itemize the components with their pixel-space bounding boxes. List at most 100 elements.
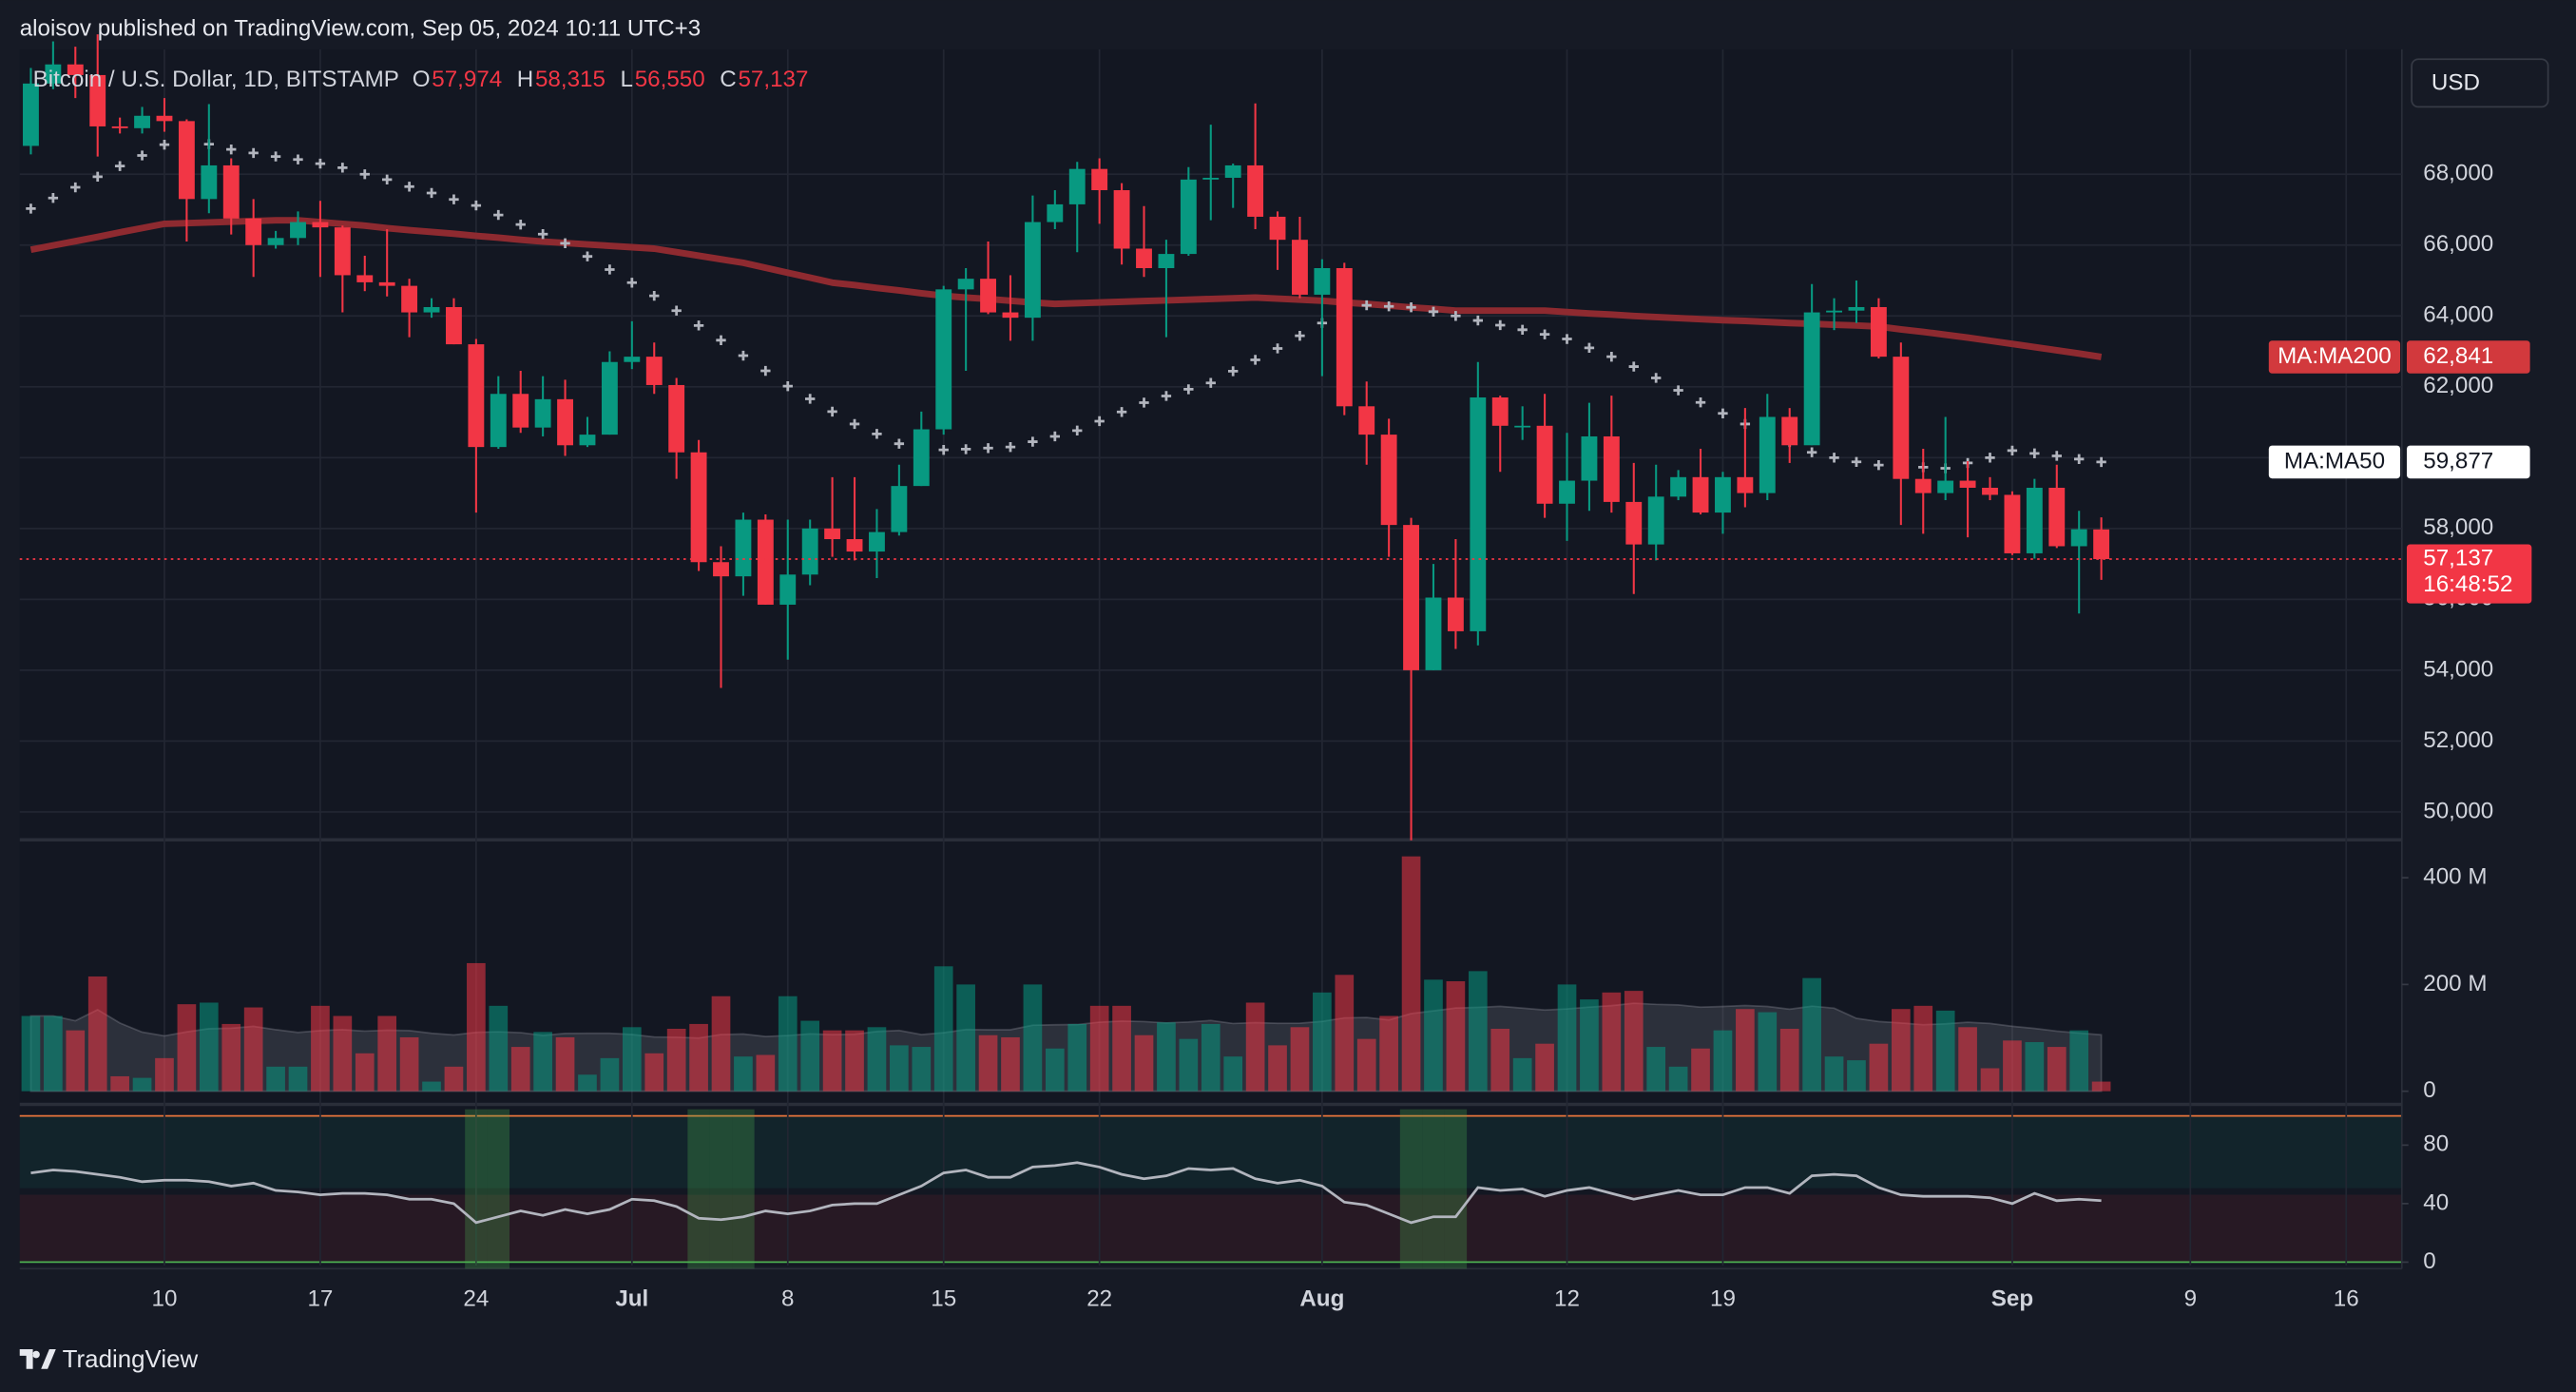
candle-body (1536, 425, 1553, 504)
candle-body (957, 279, 974, 290)
x-tick-label: 22 (1086, 1286, 1112, 1312)
ohlc-key: H (517, 67, 533, 92)
ohlc-value: 56,550 (635, 67, 705, 92)
volume-bar (689, 1023, 708, 1092)
volume-bar (1045, 1048, 1065, 1092)
rsi-upper-band (19, 1115, 2402, 1189)
volume-bar (1958, 1027, 1977, 1092)
candle-body (869, 532, 885, 552)
ma-cross (114, 161, 125, 171)
x-tick-label: 17 (307, 1286, 333, 1312)
ma-cross (1005, 441, 1016, 453)
volume-bar (1134, 1034, 1154, 1092)
ma-cross (582, 251, 593, 261)
ma-cross (1517, 324, 1528, 336)
volume-bar (87, 976, 107, 1092)
candle-body (490, 394, 507, 448)
last-price-tag (2406, 544, 2532, 604)
ma-cross (1451, 311, 1461, 321)
ma-cross (1161, 391, 1172, 401)
ma-cross (1695, 397, 1706, 408)
footer-logo (19, 1349, 56, 1369)
volume-bar (1980, 1068, 2000, 1092)
volume-bar (1646, 1047, 1666, 1092)
ma-cross (1472, 315, 1484, 326)
candle-body (468, 344, 485, 448)
volume-bar (155, 1057, 174, 1092)
volume-bar (890, 1045, 909, 1092)
candle-body (1403, 525, 1419, 670)
candle-body (1759, 416, 1776, 493)
candle-body (579, 435, 596, 446)
rsi-highlight (1444, 1109, 1468, 1269)
volume-bar (1624, 991, 1644, 1092)
volume-bar (44, 1015, 63, 1092)
rsi-highlight (487, 1109, 510, 1269)
ma-cross (382, 174, 393, 185)
candle-body (1982, 487, 1998, 495)
volume-bar (711, 996, 731, 1092)
volume-bar (1379, 1015, 1398, 1092)
candle-body (1336, 267, 1353, 407)
ma-cross (359, 169, 370, 180)
ma-cross (315, 158, 326, 169)
candle-body (23, 83, 39, 146)
currency-button[interactable] (2411, 58, 2549, 108)
candle-body (757, 519, 774, 605)
candle-body (624, 357, 641, 362)
ma-cross (270, 151, 281, 162)
candle-body (645, 357, 663, 385)
marks (19, 34, 2402, 1269)
volume-bar (734, 1056, 753, 1092)
candle-body (2026, 487, 2043, 553)
candle-body (557, 398, 573, 446)
volume-bar (1869, 1043, 1889, 1092)
candle-body (2048, 487, 2066, 547)
candle-body (423, 306, 440, 313)
ma-cross (226, 144, 237, 155)
volume-bar (1935, 1010, 1955, 1092)
ma-cross (1361, 300, 1372, 311)
candle-body (1514, 425, 1531, 428)
volume-bar (1245, 1002, 1265, 1092)
ma-cross (1985, 453, 1995, 463)
logo-icon (19, 1349, 56, 1369)
volume-bar (21, 1015, 41, 1092)
y-tick-label: 58,000 (2423, 514, 2493, 540)
candle-body (1491, 396, 1509, 426)
ma-cross (159, 139, 170, 150)
volume-bar (221, 1023, 241, 1092)
candle-body (1959, 480, 1976, 488)
ma-cross (426, 187, 437, 199)
currency-label[interactable]: USD (2432, 70, 2480, 96)
x-tick-label: 9 (2184, 1286, 2197, 1312)
volume-bar (1490, 1028, 1510, 1092)
candle-body (1425, 597, 1442, 670)
ma-cross (1183, 384, 1194, 395)
volume-bar (1602, 992, 1622, 1092)
ma-cross (805, 394, 816, 404)
ma-cross (1539, 329, 1550, 339)
rsi-highlight (709, 1109, 733, 1269)
candle-body (690, 452, 707, 563)
candle-body (1737, 476, 1754, 493)
candle-body (1113, 190, 1130, 249)
volume-bar (199, 1002, 219, 1092)
volume-bar (845, 1030, 864, 1092)
y-tick-label: 64,000 (2423, 302, 2493, 328)
volume-bar (1335, 975, 1355, 1092)
ma-cross (1272, 343, 1283, 354)
ma-value-tag (2406, 340, 2530, 374)
candle-body (156, 115, 173, 122)
ma-cross (2096, 456, 2106, 468)
candle-body (245, 218, 262, 245)
ma-cross (605, 264, 615, 275)
rsi-highlight (1399, 1109, 1423, 1269)
volume-bar (622, 1027, 642, 1092)
ma-cross (1049, 431, 1061, 442)
candle-body (89, 74, 106, 126)
y-tick-label: 40 (2423, 1189, 2449, 1215)
ma-cross (404, 182, 414, 192)
volume-bar (510, 1047, 530, 1092)
volume-bar (243, 1007, 263, 1092)
